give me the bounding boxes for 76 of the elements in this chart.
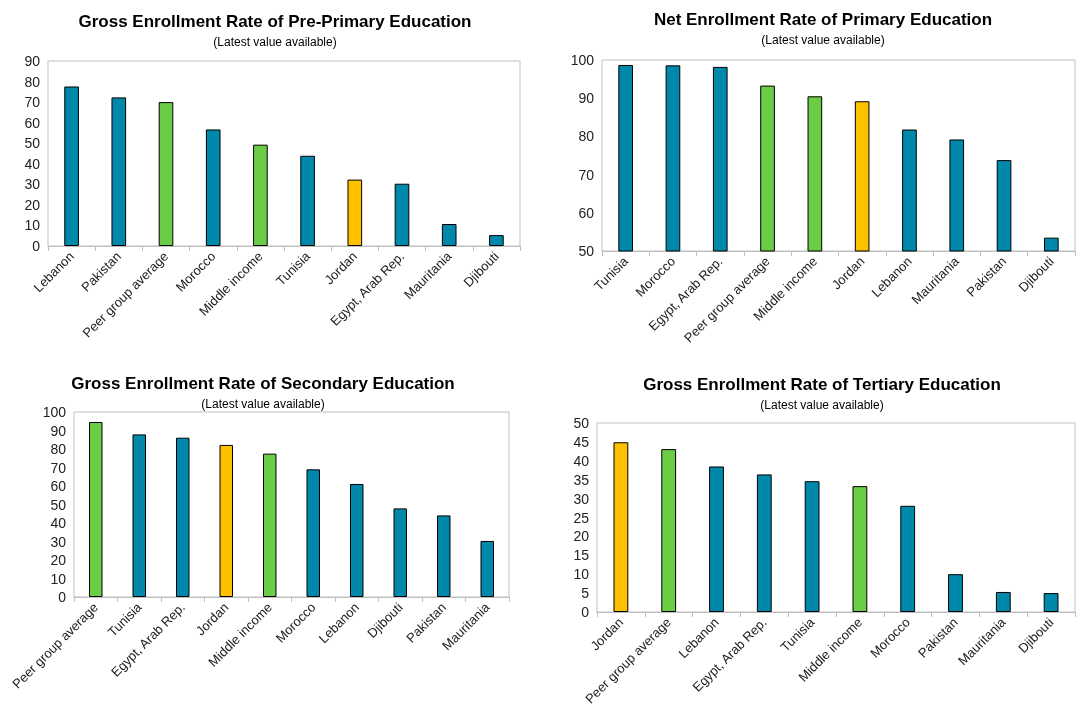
bar	[176, 437, 190, 597]
y-tick-label: 90	[50, 422, 67, 439]
bar	[480, 540, 494, 597]
bar	[948, 574, 963, 612]
y-tick-label: 80	[24, 73, 41, 90]
bar	[111, 97, 127, 246]
chart-title: Gross Enrollment Rate of Tertiary Education	[643, 375, 1001, 394]
chart-title: Net Enrollment Rate of Primary Education	[653, 10, 993, 29]
bar	[661, 449, 677, 612]
chart-title: Gross Enrollment Rate of Secondary Education	[71, 374, 455, 393]
bar	[1043, 593, 1059, 612]
bar	[89, 421, 103, 597]
y-tick-label: 10	[573, 566, 590, 583]
bar	[253, 144, 268, 246]
bar	[804, 481, 820, 612]
y-tick-label: 90	[24, 53, 41, 69]
chart-subtitle: (Latest value available)	[201, 397, 325, 411]
y-tick-label: 20	[24, 196, 41, 213]
bar	[900, 505, 916, 612]
y-tick-label: 5	[581, 585, 590, 602]
chart-title: Gross Enrollment Rate of Pre-Primary Education	[78, 12, 472, 31]
bar	[158, 102, 174, 246]
y-tick-label: 10	[50, 570, 67, 587]
y-tick-label: 60	[578, 204, 595, 221]
y-tick-label: 70	[24, 94, 41, 111]
y-tick-label: 0	[581, 604, 590, 620]
y-tick-label: 50	[50, 496, 67, 513]
y-tick-label: 0	[32, 238, 41, 254]
y-tick-label: 60	[24, 114, 41, 131]
y-tick-label: 30	[573, 490, 590, 507]
y-tick-label: 35	[573, 471, 590, 488]
y-tick-label: 70	[50, 459, 67, 476]
chart-subtitle: (Latest value available)	[760, 398, 884, 412]
bar	[219, 444, 233, 597]
y-tick-label: 100	[570, 52, 595, 68]
chart-subtitle: (Latest value available)	[761, 33, 885, 47]
y-tick-label: 30	[24, 176, 41, 193]
y-tick-label: 30	[50, 533, 67, 550]
bar	[489, 235, 504, 246]
bar	[350, 483, 364, 597]
bar	[300, 155, 315, 246]
bar	[441, 224, 457, 246]
y-tick-label: 70	[578, 166, 595, 183]
bar	[394, 183, 410, 246]
bar	[709, 466, 724, 612]
bar	[393, 508, 407, 597]
y-tick-label: 20	[573, 528, 590, 545]
bar	[263, 453, 277, 597]
bar	[132, 434, 146, 597]
y-tick-label: 90	[578, 90, 595, 107]
y-tick-label: 40	[24, 155, 41, 172]
bar	[205, 129, 221, 246]
y-tick-label: 100	[42, 404, 67, 420]
y-tick-label: 10	[24, 217, 41, 234]
y-tick-label: 40	[573, 452, 590, 469]
y-tick-label: 20	[50, 552, 67, 568]
y-tick-label: 50	[573, 415, 590, 431]
y-tick-label: 15	[573, 547, 590, 564]
y-tick-label: 40	[50, 515, 67, 531]
y-tick-label: 25	[573, 509, 590, 526]
y-tick-label: 50	[578, 243, 595, 259]
y-tick-label: 60	[50, 478, 67, 494]
y-tick-label: 80	[578, 128, 595, 145]
y-tick-label: 80	[50, 441, 67, 457]
bar	[756, 474, 772, 612]
y-tick-label: 0	[58, 589, 67, 605]
chart-subtitle: (Latest value available)	[213, 35, 337, 49]
bar	[306, 469, 320, 597]
y-tick-label: 45	[573, 433, 590, 450]
bar	[437, 515, 451, 597]
bar	[852, 486, 868, 612]
bar	[613, 442, 629, 612]
y-tick-label: 50	[24, 135, 41, 152]
bar	[64, 86, 79, 246]
bar	[995, 591, 1011, 612]
bar	[347, 179, 363, 246]
